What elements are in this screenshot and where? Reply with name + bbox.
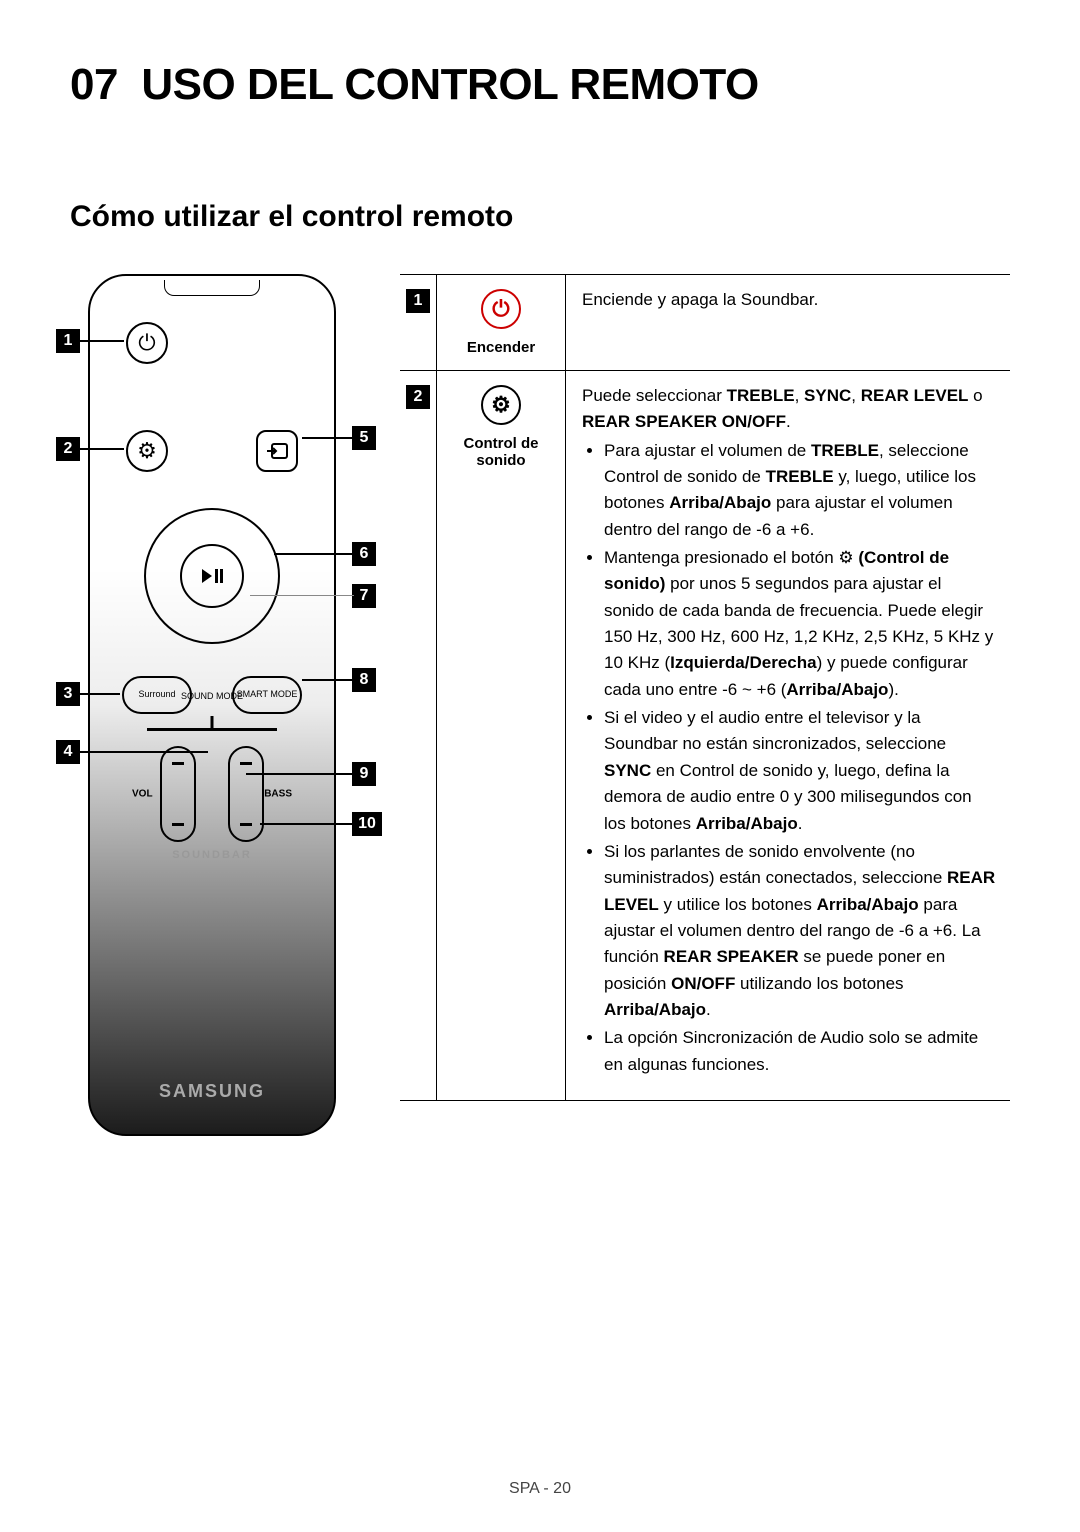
gear-icon: ⚙ (126, 430, 168, 472)
row-icon-cell: ⚙ Control de sonido (436, 371, 566, 1100)
callout-4: 4 (56, 740, 80, 764)
callout-3: 3 (56, 682, 80, 706)
row-num: 2 (406, 385, 430, 409)
row-icon-label: Encender (445, 339, 557, 356)
remote-diagram: ⏻ ⚙ Surround SMART MODE SOUND MODE VOL B… (70, 274, 372, 1136)
mode-bar (147, 728, 277, 731)
callout-2: 2 (56, 437, 80, 461)
soundbar-label: SOUNDBAR (90, 849, 334, 861)
vol-rocker: VOL (160, 746, 196, 842)
rocker-group: VOL BASS (160, 746, 264, 842)
source-icon (256, 430, 298, 472)
row-desc: Enciende y apaga la Soundbar. (566, 275, 1010, 370)
callout-9: 9 (352, 762, 376, 786)
callout-6: 6 (352, 542, 376, 566)
bass-rocker: BASS (228, 746, 264, 842)
brand-label: SAMSUNG (90, 1081, 334, 1102)
callout-1: 1 (56, 329, 80, 353)
row-icon-cell: ⏻ Encender (436, 275, 566, 370)
callout-10: 10 (352, 812, 382, 836)
function-table: 1 ⏻ Encender Enciende y apaga la Soundba… (400, 274, 1010, 1136)
row-icon-label: Control de sonido (445, 435, 557, 469)
page-footer: SPA - 20 (0, 1480, 1080, 1498)
callout-7: 7 (352, 584, 376, 608)
power-icon: ⏻ (126, 322, 168, 364)
vol-label: VOL (132, 789, 153, 800)
dpad (144, 508, 280, 644)
ir-window (164, 280, 260, 296)
callout-8: 8 (352, 668, 376, 692)
row-num: 1 (406, 289, 430, 313)
bass-label: BASS (264, 789, 292, 800)
subsection-title: Cómo utilizar el control remoto (70, 200, 1010, 234)
content-row: ⏻ ⚙ Surround SMART MODE SOUND MODE VOL B… (70, 274, 1010, 1136)
remote-body: ⏻ ⚙ Surround SMART MODE SOUND MODE VOL B… (88, 274, 336, 1136)
power-icon: ⏻ (481, 289, 521, 329)
table-row: 1 ⏻ Encender Enciende y apaga la Soundba… (400, 275, 1010, 371)
sound-mode-label: SOUND MODE (181, 692, 243, 702)
play-pause-icon (180, 544, 244, 608)
row-desc: Puede seleccionar TREBLE, SYNC, REAR LEV… (566, 371, 1010, 1100)
gear-icon: ⚙ (481, 385, 521, 425)
table-row: 2 ⚙ Control de sonido Puede seleccionar … (400, 371, 1010, 1101)
callout-5: 5 (352, 426, 376, 450)
section-title: 07 USO DEL CONTROL REMOTO (70, 60, 1010, 110)
